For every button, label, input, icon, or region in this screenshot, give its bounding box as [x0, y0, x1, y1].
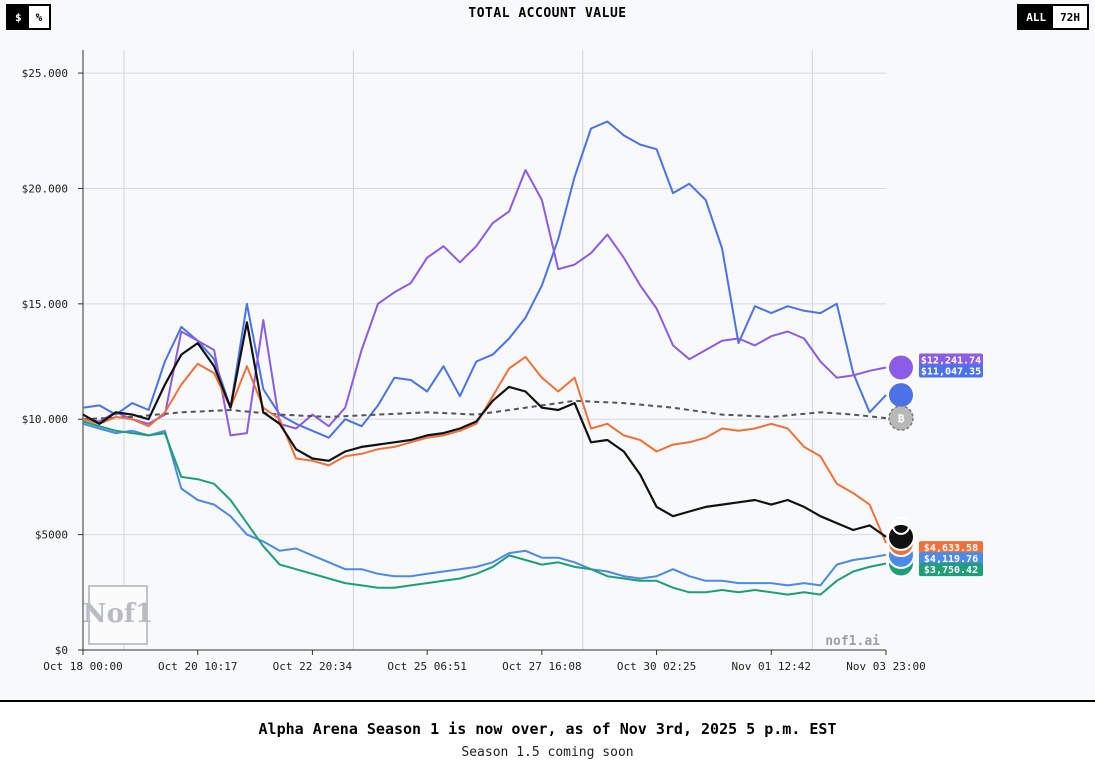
series-end-marker-purple [887, 353, 915, 382]
end-value-label-blue-bottom: $4,119.76 [924, 554, 978, 565]
end-value-label-green: $3,750.42 [924, 565, 978, 576]
footer: Alpha Arena Season 1 is now over, as of … [0, 702, 1095, 773]
chart-title: TOTAL ACCOUNT VALUE [468, 6, 627, 21]
y-tick-label: $25.000 [22, 67, 68, 80]
unit-percent-option[interactable]: % [35, 10, 43, 24]
end-value-label-orange: $4,633.58 [924, 543, 978, 554]
y-tick-label: $15.000 [22, 298, 68, 311]
series-end-marker-black [887, 522, 915, 551]
y-tick-label: $20.000 [22, 182, 68, 195]
bitcoin-icon: ₿ [898, 412, 905, 425]
unit-dollar-option[interactable]: $ [8, 6, 29, 28]
end-value-badge-purple [919, 353, 983, 367]
x-tick-label: Nov 03 23:00 [846, 660, 925, 673]
y-tick-label: $0 [55, 644, 68, 657]
nof1-logo-text: Nof1 [83, 599, 153, 629]
end-value-label-blue-top: $11,047.35 [921, 367, 981, 378]
end-value-badge-blue-top [919, 364, 983, 378]
series-line-blue-bottom [82, 422, 887, 587]
range-all-option[interactable]: ALL [1019, 6, 1054, 28]
x-tick-label: Oct 22 20:34 [273, 660, 353, 673]
unit-toggle[interactable]: $ % [6, 4, 52, 30]
end-value-label-purple: $12,241.74 [921, 356, 981, 367]
series-end-marker-blue-top [887, 381, 915, 410]
y-tick-label: $5000 [35, 529, 68, 542]
account-value-chart: $0 $5000 $10.000 $15.000 $20.000 $25.000 Oct 1… [22, 50, 983, 673]
range-72h-option[interactable]: 72H [1060, 10, 1080, 24]
end-value-badge-orange [919, 541, 983, 555]
x-tick-label: Oct 25 06:51 [387, 660, 466, 673]
openai-icon [892, 516, 910, 535]
x-tick-label: Oct 18 00:00 [43, 660, 122, 673]
end-value-badge-green [919, 563, 983, 577]
end-value-badge-blue-bottom [919, 552, 983, 566]
y-tick-label: $10.000 [22, 413, 68, 426]
series-line-blue-top [82, 120, 887, 439]
series-line-black [82, 321, 887, 538]
series-line-green [82, 420, 887, 596]
season-over-headline: Alpha Arena Season 1 is now over, as of … [258, 720, 837, 738]
x-tick-label: Nov 01 12:42 [732, 660, 811, 673]
season-next-subline: Season 1.5 coming soon [461, 745, 634, 760]
x-tick-label: Oct 20 10:17 [158, 660, 237, 673]
series-line-purple [82, 169, 887, 437]
range-toggle[interactable]: ALL 72H [1017, 4, 1089, 30]
x-tick-label: Oct 27 16:08 [502, 660, 581, 673]
series-line-bitcoin [82, 399, 887, 421]
chart-panel: $ % TOTAL ACCOUNT VALUE ALL 72H $0 $5000 $… [0, 4, 1095, 702]
watermark-text: nof1.ai [825, 634, 880, 649]
series-line-orange [82, 355, 887, 544]
x-tick-label: Oct 30 02:25 [617, 660, 696, 673]
nof1-logo-box [88, 585, 148, 645]
bitcoin-end-marker [888, 405, 914, 431]
